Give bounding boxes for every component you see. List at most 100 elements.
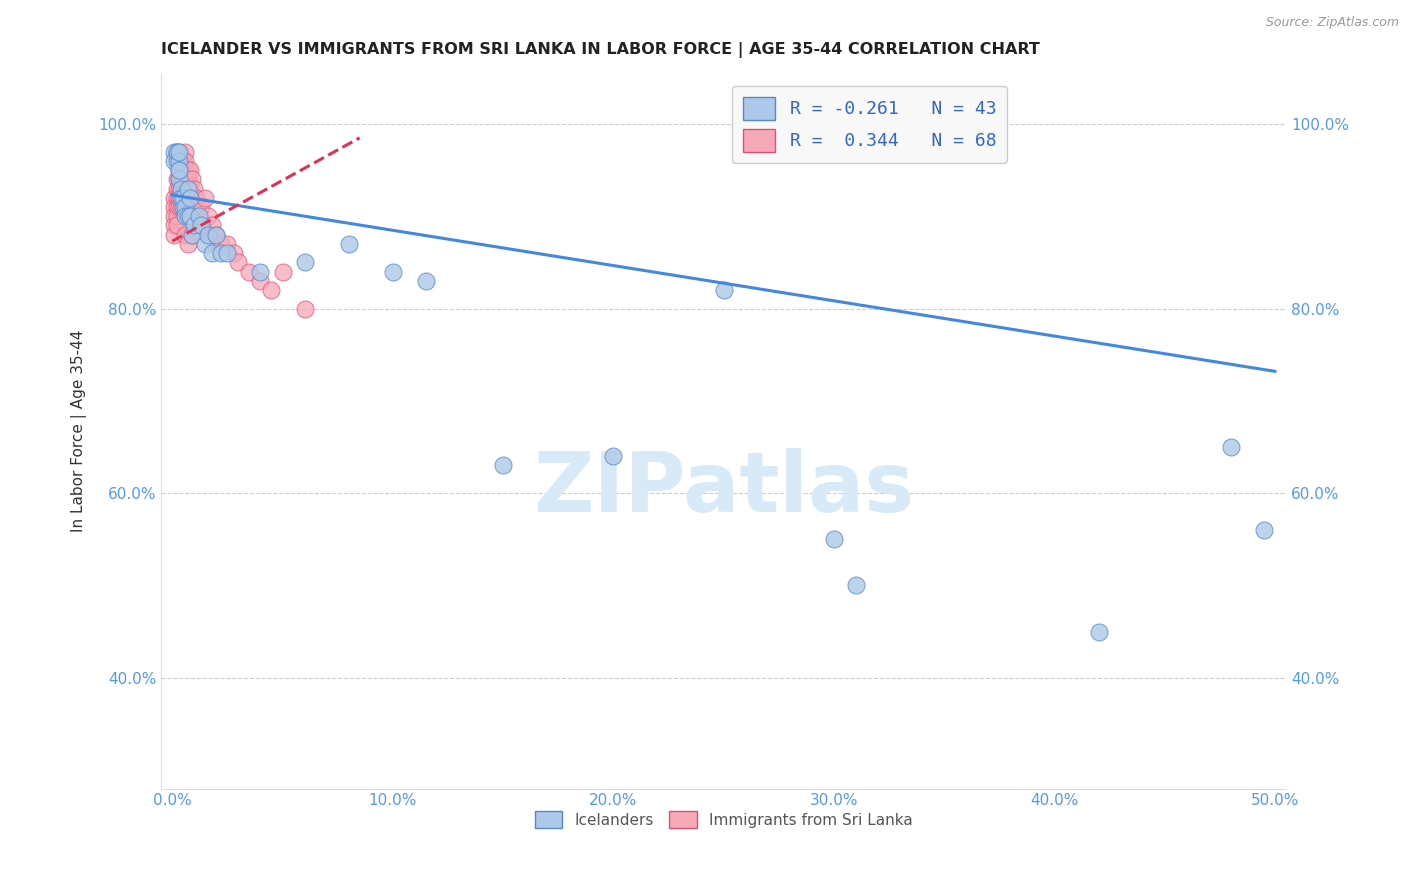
Point — [174, 153, 197, 168]
Point — [167, 172, 190, 186]
Point — [174, 200, 197, 214]
Point — [166, 209, 188, 223]
Point — [176, 181, 198, 195]
Point — [172, 191, 194, 205]
Point — [249, 274, 271, 288]
Point — [167, 191, 190, 205]
Point — [198, 227, 221, 242]
Point — [228, 255, 250, 269]
Point — [170, 181, 193, 195]
Point — [187, 209, 209, 223]
Point — [209, 236, 232, 251]
Point — [174, 145, 197, 159]
Point — [294, 301, 316, 316]
Point — [167, 145, 190, 159]
Point — [176, 209, 198, 223]
Point — [1253, 523, 1275, 537]
Point — [167, 163, 190, 178]
Point — [492, 458, 515, 473]
Text: Source: ZipAtlas.com: Source: ZipAtlas.com — [1265, 16, 1399, 29]
Point — [163, 209, 186, 223]
Point — [217, 236, 239, 251]
Point — [190, 200, 212, 214]
Point — [205, 227, 228, 242]
Point — [197, 209, 219, 223]
Point — [174, 172, 197, 186]
Point — [176, 172, 198, 186]
Text: ICELANDER VS IMMIGRANTS FROM SRI LANKA IN LABOR FORCE | AGE 35-44 CORRELATION CH: ICELANDER VS IMMIGRANTS FROM SRI LANKA I… — [162, 42, 1040, 58]
Point — [166, 153, 188, 168]
Point — [167, 163, 190, 178]
Point — [167, 145, 190, 159]
Point — [167, 200, 190, 214]
Point — [205, 227, 228, 242]
Point — [172, 200, 194, 214]
Point — [183, 181, 205, 195]
Point — [415, 274, 437, 288]
Point — [260, 283, 283, 297]
Point — [602, 449, 624, 463]
Point — [174, 163, 197, 178]
Point — [337, 236, 360, 251]
Point — [174, 200, 197, 214]
Point — [172, 153, 194, 168]
Text: ZIPatlas: ZIPatlas — [533, 448, 914, 529]
Point — [381, 265, 404, 279]
Point — [163, 219, 186, 233]
Point — [163, 200, 186, 214]
Point — [217, 246, 239, 260]
Point — [194, 236, 217, 251]
Point — [823, 533, 845, 547]
Point — [183, 219, 205, 233]
Point — [181, 227, 204, 242]
Point — [163, 153, 186, 168]
Point — [176, 181, 198, 195]
Point — [201, 219, 224, 233]
Point — [222, 246, 245, 260]
Point — [166, 191, 188, 205]
Point — [170, 181, 193, 195]
Point — [167, 163, 190, 178]
Point — [713, 283, 735, 297]
Point — [238, 265, 260, 279]
Point — [176, 236, 198, 251]
Point — [174, 227, 197, 242]
Point — [183, 200, 205, 214]
Point — [194, 191, 217, 205]
Point — [179, 200, 201, 214]
Point — [167, 153, 190, 168]
Point — [271, 265, 294, 279]
Point — [1087, 624, 1109, 639]
Point — [181, 172, 204, 186]
Point — [163, 145, 186, 159]
Point — [166, 200, 188, 214]
Point — [1219, 440, 1241, 454]
Point — [181, 227, 204, 242]
Legend: Icelanders, Immigrants from Sri Lanka: Icelanders, Immigrants from Sri Lanka — [529, 805, 918, 835]
Point — [181, 191, 204, 205]
Point — [179, 191, 201, 205]
Point — [163, 227, 186, 242]
Point — [170, 172, 193, 186]
Point — [249, 265, 271, 279]
Point — [179, 181, 201, 195]
Point — [209, 246, 232, 260]
Point — [172, 200, 194, 214]
Point — [174, 181, 197, 195]
Y-axis label: In Labor Force | Age 35-44: In Labor Force | Age 35-44 — [72, 330, 87, 532]
Point — [179, 209, 201, 223]
Point — [187, 209, 209, 223]
Point — [176, 209, 198, 223]
Point — [176, 191, 198, 205]
Point — [191, 219, 214, 233]
Point — [163, 191, 186, 205]
Point — [201, 246, 224, 260]
Point — [172, 172, 194, 186]
Point — [197, 227, 219, 242]
Point — [172, 181, 194, 195]
Point — [167, 181, 190, 195]
Point — [190, 219, 212, 233]
Point — [186, 191, 208, 205]
Point — [167, 172, 190, 186]
Point — [166, 181, 188, 195]
